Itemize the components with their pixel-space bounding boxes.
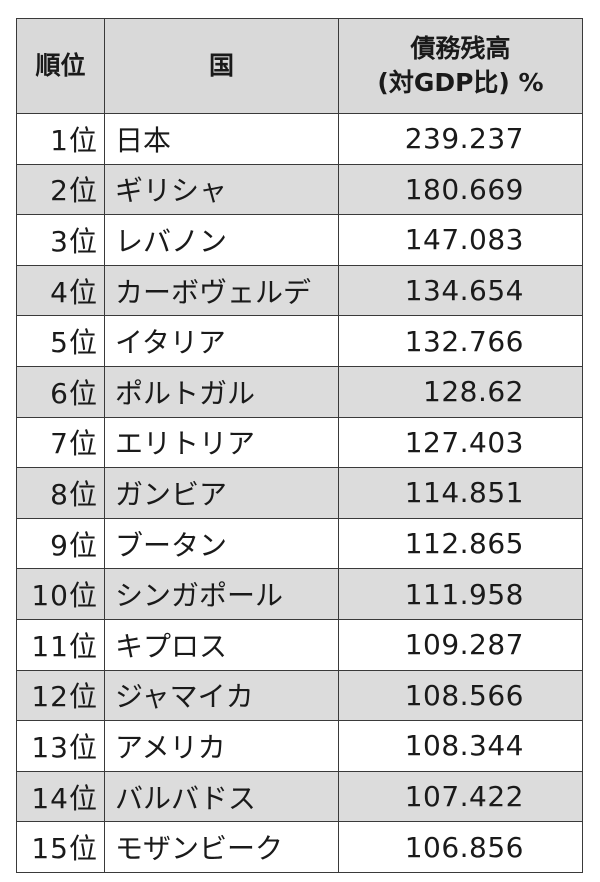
header-rank: 順位 (16, 18, 105, 114)
debt-value-cell: 108.344 (338, 720, 583, 772)
debt-value-cell: 134.654 (338, 264, 583, 317)
table-row: 11位 キプロス 109.287 (16, 618, 583, 671)
table-header: 順位 国 債務残高 (対GDP比) % (16, 18, 583, 114)
debt-value-cell: 107.422 (338, 770, 583, 823)
country-cell: ジャマイカ (104, 669, 339, 722)
debt-value-cell: 239.237 (338, 113, 583, 165)
country-cell: シンガポール (104, 568, 339, 620)
header-row: 順位 国 債務残高 (対GDP比) % (16, 18, 583, 114)
country-cell: イタリア (104, 315, 339, 367)
debt-value-cell: 114.851 (338, 467, 583, 519)
debt-value-cell: 106.856 (338, 821, 583, 873)
rank-cell: 9位 (16, 517, 105, 570)
table-row: 14位 バルバドス 107.422 (16, 770, 583, 823)
table-row: 5位 イタリア 132.766 (16, 315, 583, 367)
header-country: 国 (104, 18, 339, 114)
country-cell: 日本 (104, 113, 339, 165)
header-value-line1: 債務残高 (410, 34, 511, 64)
header-value-line2: (対GDP比) % (377, 68, 544, 97)
country-cell: キプロス (104, 618, 339, 671)
country-cell: ポルトガル (104, 365, 339, 418)
debt-value-cell: 180.669 (338, 163, 583, 216)
rank-cell: 1位 (16, 113, 105, 165)
debt-value-cell: 111.958 (338, 568, 583, 620)
rank-cell: 12位 (16, 669, 105, 722)
debt-ranking-table-container: 順位 国 債務残高 (対GDP比) % 1位 日本 239.237 2位 ギリシャ 180… (16, 18, 583, 873)
table-row: 1位 日本 239.237 (16, 113, 583, 165)
country-cell: ガンビア (104, 467, 339, 519)
debt-value-cell: 127.403 (338, 416, 583, 469)
table-body: 1位 日本 239.237 2位 ギリシャ 180.669 3位 レバノン 147.083 4位カ… (16, 113, 583, 873)
rank-cell: 11位 (16, 618, 105, 671)
table-row: 15位 モザンビーク 106.856 (16, 821, 583, 873)
rank-cell: 14位 (16, 770, 105, 823)
table-row: 3位 レバノン 147.083 (16, 214, 583, 266)
table-row: 2位 ギリシャ 180.669 (16, 163, 583, 216)
rank-cell: 7位 (16, 416, 105, 469)
debt-value-cell: 128.62 (338, 365, 583, 418)
debt-ranking-table: 順位 国 債務残高 (対GDP比) % 1位 日本 239.237 2位 ギリシャ 180… (16, 18, 583, 873)
table-row: 4位 カーボヴェルデ 134.654 (16, 264, 583, 317)
rank-cell: 8位 (16, 467, 105, 519)
rank-cell: 4位 (16, 264, 105, 317)
rank-cell: 15位 (16, 821, 105, 873)
rank-cell: 6位 (16, 365, 105, 418)
country-cell: モザンビーク (104, 821, 339, 873)
table-row: 6位 ポルトガル 128.62 (16, 365, 583, 418)
country-cell: カーボヴェルデ (104, 264, 339, 317)
country-cell: バルバドス (104, 770, 339, 823)
debt-value-cell: 109.287 (338, 618, 583, 671)
country-cell: レバノン (104, 214, 339, 266)
country-cell: ブータン (104, 517, 339, 570)
table-row: 13位 アメリカ 108.344 (16, 720, 583, 772)
header-value: 債務残高 (対GDP比) % (338, 18, 583, 114)
rank-cell: 10位 (16, 568, 105, 620)
debt-value-cell: 108.566 (338, 669, 583, 722)
debt-value-cell: 112.865 (338, 517, 583, 570)
table-row: 10位 シンガポール 111.958 (16, 568, 583, 620)
debt-value-cell: 147.083 (338, 214, 583, 266)
table-row: 7位 エリトリア 127.403 (16, 416, 583, 469)
rank-cell: 13位 (16, 720, 105, 772)
debt-value-cell: 132.766 (338, 315, 583, 367)
table-row: 8位 ガンビア 114.851 (16, 467, 583, 519)
rank-cell: 3位 (16, 214, 105, 266)
country-cell: アメリカ (104, 720, 339, 772)
table-row: 12位 ジャマイカ 108.566 (16, 669, 583, 722)
table-row: 9位 ブータン 112.865 (16, 517, 583, 570)
country-cell: エリトリア (104, 416, 339, 469)
rank-cell: 2位 (16, 163, 105, 216)
country-cell: ギリシャ (104, 163, 339, 216)
rank-cell: 5位 (16, 315, 105, 367)
